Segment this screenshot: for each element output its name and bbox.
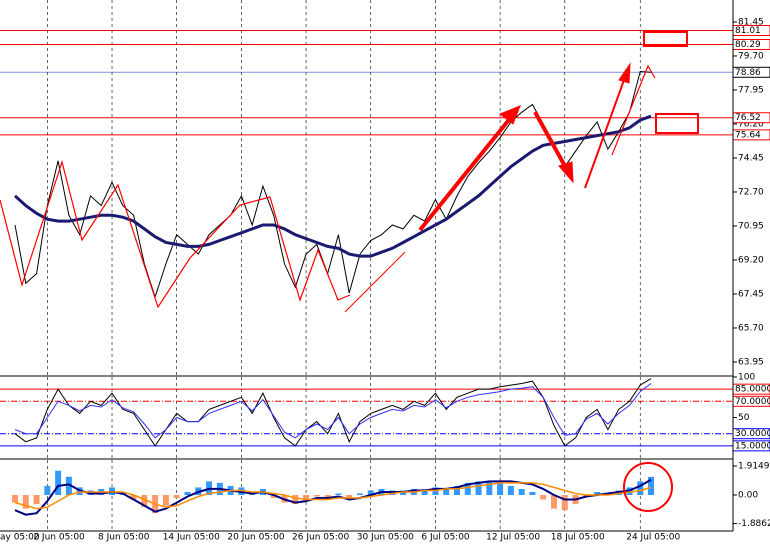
histogram-bar	[324, 495, 331, 499]
histogram-bar	[453, 485, 460, 495]
level-label: 78.86	[735, 68, 761, 78]
histogram-bar	[486, 481, 493, 495]
series-line	[14, 383, 652, 439]
histogram-bar	[55, 470, 62, 495]
histogram-bar	[33, 495, 40, 505]
level-label: 75.64	[735, 130, 761, 140]
arrow-head	[498, 105, 521, 125]
arrow-head	[558, 161, 574, 184]
y-tick-label: 0.00	[738, 491, 758, 501]
y-tick-label: 69.20	[738, 255, 764, 265]
histogram-bar	[518, 488, 525, 495]
x-tick-label: 18 Jul 05:00	[551, 533, 605, 543]
histogram-bar	[637, 481, 644, 495]
y-tick-label: 67.45	[738, 289, 764, 299]
y-tick-label: 72.70	[738, 187, 764, 197]
series-line	[14, 478, 652, 516]
highlight-box	[643, 31, 688, 47]
x-tick-label: 20 Jun 05:00	[227, 533, 284, 543]
y-tick-label: 76.20	[738, 119, 764, 129]
highlight-box	[655, 113, 699, 134]
histogram-bar	[303, 495, 310, 502]
histogram-bar	[130, 495, 137, 500]
trend-line	[344, 251, 406, 313]
histogram-bar	[173, 495, 180, 499]
level-label: 81.01	[735, 26, 761, 36]
x-tick-label: 12 Jul 05:00	[486, 533, 540, 543]
histogram-bar	[12, 495, 18, 503]
x-tick-label: ay 05:00	[0, 533, 40, 543]
y-tick-label: 77.95	[738, 85, 764, 95]
histogram-bar	[443, 488, 450, 495]
arrow	[418, 114, 514, 232]
level-label: 76.52	[735, 113, 761, 123]
level-label: 80.29	[735, 40, 761, 50]
histogram-bar	[475, 481, 482, 495]
y-tick-label: 81.45	[738, 17, 764, 27]
histogram-bar	[65, 476, 72, 495]
x-tick-label: 14 Jun 05:00	[163, 533, 220, 543]
y-tick-label: 50	[738, 413, 750, 423]
arrow	[533, 111, 568, 169]
y-tick-label: 79.70	[738, 51, 764, 61]
series-line	[13, 114, 652, 258]
y-tick-label: 65.70	[738, 323, 764, 333]
x-tick-label: 2 Jun 05:00	[33, 533, 85, 543]
zigzag	[611, 64, 656, 156]
y-tick-label: 100	[738, 373, 755, 383]
y-tick-label: 63.95	[738, 357, 764, 367]
series-line	[14, 482, 652, 510]
histogram-bar	[162, 495, 169, 506]
histogram-bar	[22, 495, 29, 509]
x-tick-label: 30 Jun 05:00	[357, 533, 414, 543]
histogram-bar	[648, 476, 655, 495]
y-tick-label: 70.95	[738, 221, 764, 231]
y-tick-label: 1.9149	[738, 461, 770, 471]
histogram-bar	[141, 495, 148, 508]
histogram-bar	[594, 491, 601, 495]
level-label: 70.0000	[735, 397, 770, 407]
histogram-bar	[507, 485, 514, 495]
histogram-bar	[464, 482, 471, 495]
level-label: 85.0000	[735, 385, 770, 395]
x-tick-label: 6 Jul 05:00	[421, 533, 470, 543]
grid	[0, 0, 733, 530]
histogram-bar	[561, 495, 568, 511]
histogram-bar	[529, 491, 536, 495]
x-tick-label: 8 Jun 05:00	[98, 533, 150, 543]
histogram-bar	[313, 495, 320, 497]
highlight-circle	[623, 462, 673, 512]
histogram-bar	[367, 490, 374, 495]
histogram-bar	[540, 495, 547, 500]
zigzag	[0, 159, 351, 309]
histogram-bar	[356, 493, 363, 495]
histogram-bar	[270, 495, 277, 499]
annotations	[0, 31, 699, 512]
level-label: 30.0000	[735, 429, 770, 439]
x-tick-label: 24 Jul 05:00	[626, 533, 680, 543]
histogram-bar	[335, 493, 342, 495]
histogram-bar	[551, 495, 557, 509]
arrow	[584, 79, 625, 189]
x-tick-label: 26 Jun 05:00	[292, 533, 349, 543]
histogram-bar	[184, 491, 191, 495]
level-label: 15.0000	[735, 441, 770, 451]
histogram-bar	[421, 488, 428, 495]
y-tick-label: -1.8862	[738, 519, 770, 529]
histogram-bar	[44, 485, 51, 495]
histogram-bar	[292, 495, 299, 505]
histogram-bar	[497, 482, 504, 495]
y-tick-label: 74.45	[738, 153, 764, 163]
arrow-head	[618, 62, 631, 84]
